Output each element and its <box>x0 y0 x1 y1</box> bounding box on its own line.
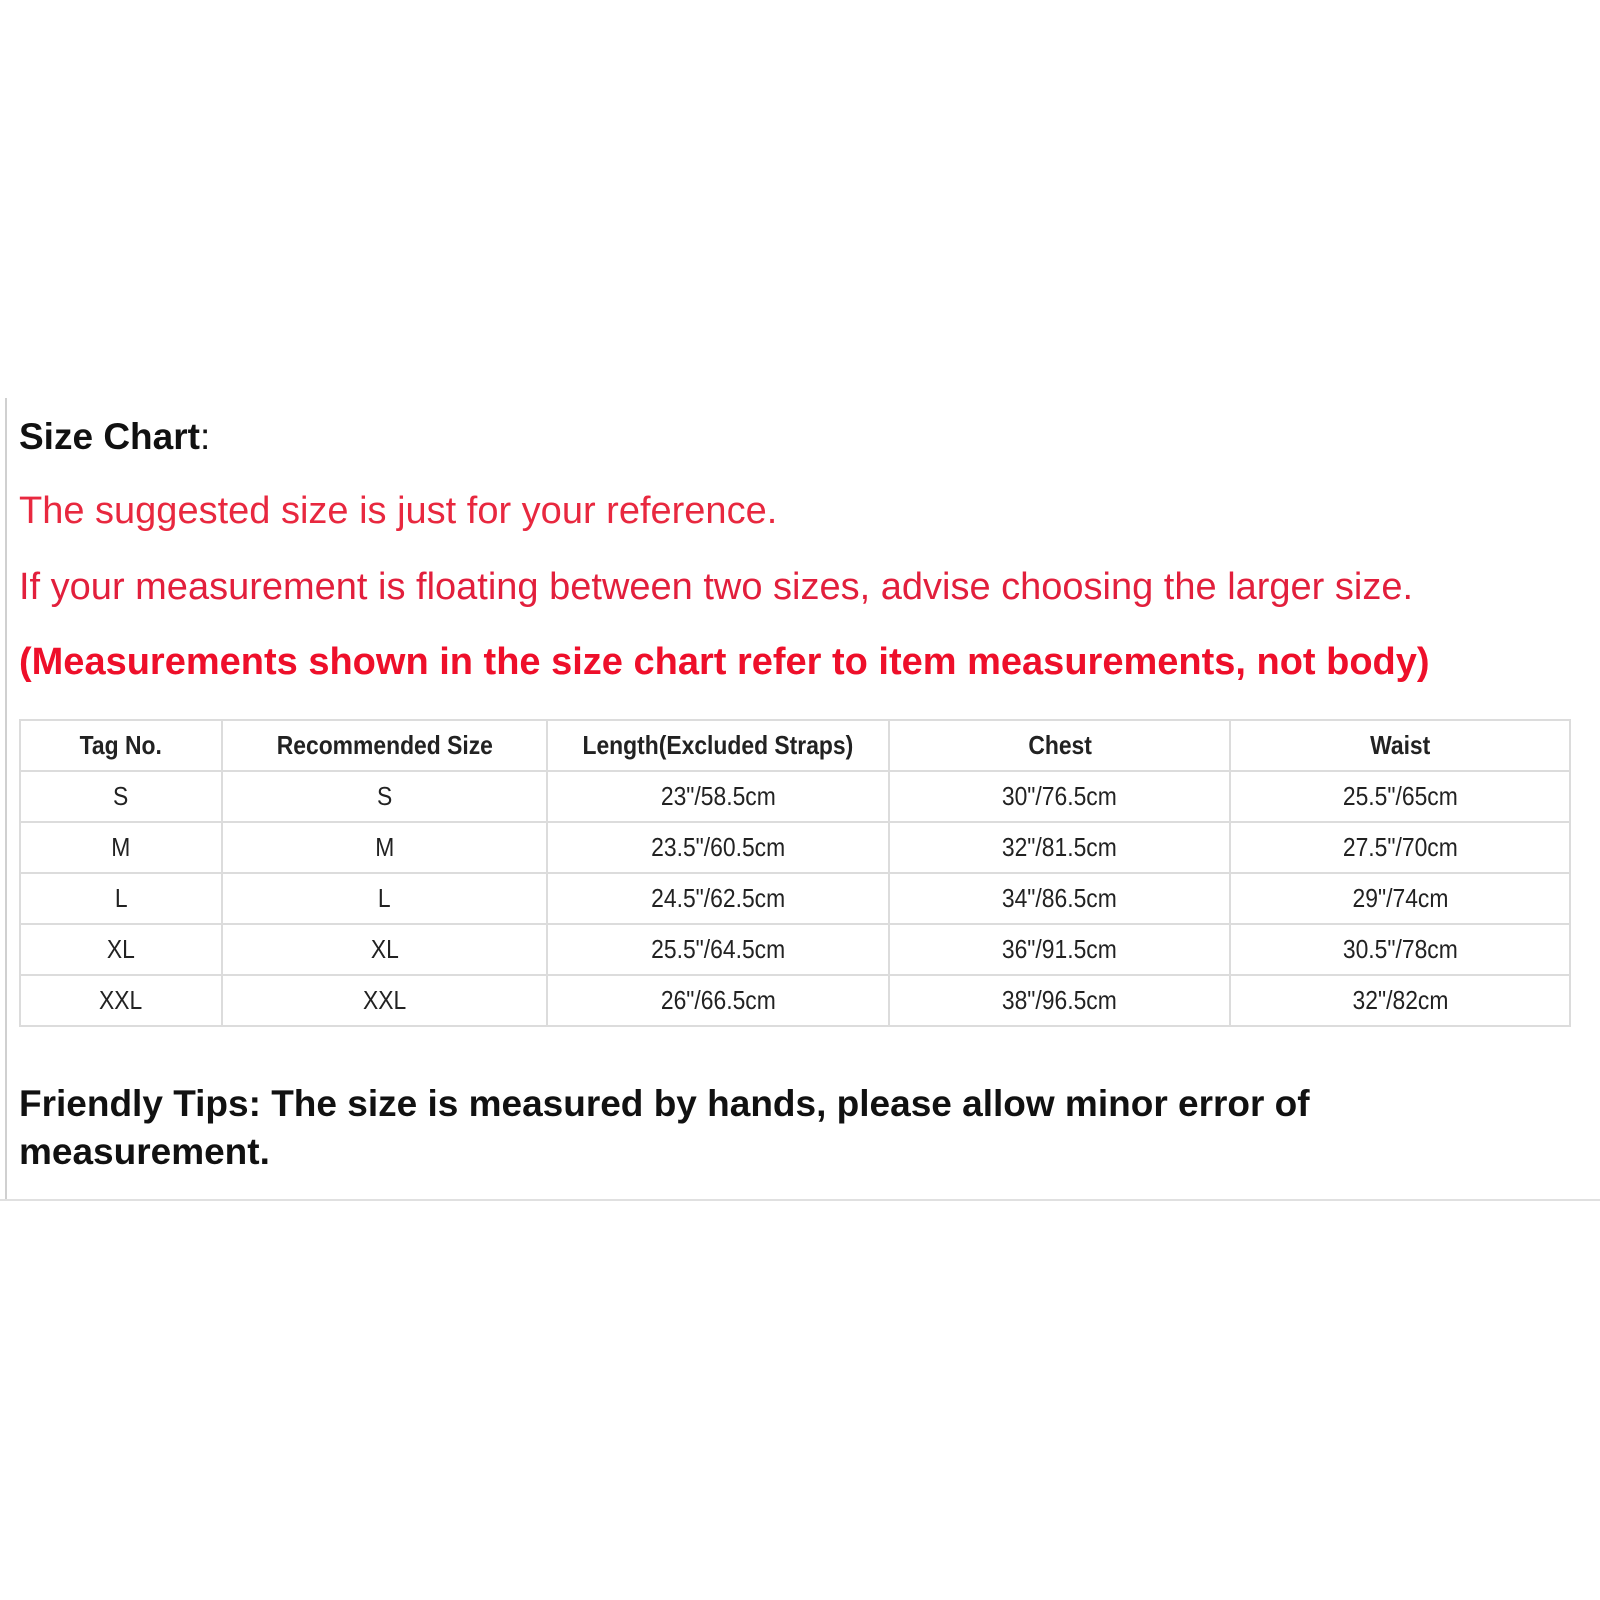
table-cell: 30.5"/78cm <box>1229 923 1571 976</box>
column-header-text: Length(Excluded Straps) <box>582 730 854 760</box>
table-cell: 25.5"/64.5cm <box>546 923 890 976</box>
note-item-measurements: (Measurements shown in the size chart re… <box>19 641 1430 683</box>
cell-text: S <box>376 781 393 811</box>
table-cell: XXL <box>19 974 223 1027</box>
table-cell: 24.5"/62.5cm <box>546 872 890 925</box>
table-row: M M 23.5"/60.5cm 32"/81.5cm 27.5"/70cm <box>19 821 1571 874</box>
cell-text: 38"/96.5cm <box>1002 985 1118 1015</box>
table-cell: 30"/76.5cm <box>887 770 1232 823</box>
table-cell: 29"/74cm <box>1229 872 1571 925</box>
cell-text: M <box>111 832 131 862</box>
cell-text: XXL <box>362 985 407 1015</box>
table-row: XL XL 25.5"/64.5cm 36"/91.5cm 30.5"/78cm <box>19 923 1571 976</box>
title-colon: : <box>199 416 211 457</box>
table-cell: M <box>19 821 223 874</box>
cell-text: L <box>114 883 128 913</box>
table-cell: 34"/86.5cm <box>887 872 1232 925</box>
column-header: Tag No. <box>19 719 223 772</box>
note-larger-size: If your measurement is floating between … <box>19 566 1414 608</box>
table-cell: 23"/58.5cm <box>546 770 890 823</box>
cell-text: M <box>374 832 394 862</box>
table-cell: L <box>19 872 223 925</box>
column-header: Length(Excluded Straps) <box>546 719 890 772</box>
size-table: Tag No. Recommended Size Length(Excluded S… <box>19 719 1571 1027</box>
cell-text: XL <box>106 934 135 964</box>
table-cell: XL <box>19 923 223 976</box>
cell-text: 23"/58.5cm <box>660 781 776 811</box>
cell-text: 32"/81.5cm <box>1002 832 1118 862</box>
table-cell: 23.5"/60.5cm <box>546 821 890 874</box>
cell-text: XL <box>370 934 399 964</box>
cell-text: 27.5"/70cm <box>1342 832 1458 862</box>
cell-text: 25.5"/64.5cm <box>651 934 786 964</box>
column-header: Waist <box>1229 719 1571 772</box>
table-cell: L <box>220 872 549 925</box>
table-cell: M <box>220 821 549 874</box>
cell-text: S <box>113 781 129 811</box>
table-cell: 36"/91.5cm <box>887 923 1232 976</box>
table-row: XXL XXL 26"/66.5cm 38"/96.5cm 32"/82cm <box>19 974 1571 1027</box>
column-header-text: Tag No. <box>79 730 162 760</box>
bottom-border <box>0 1199 1600 1201</box>
note-reference: The suggested size is just for your refe… <box>19 490 778 532</box>
cell-text: 26"/66.5cm <box>660 985 776 1015</box>
cell-text: 30.5"/78cm <box>1342 934 1458 964</box>
table-row: L L 24.5"/62.5cm 34"/86.5cm 29"/74cm <box>19 872 1571 925</box>
table-cell: 32"/82cm <box>1229 974 1571 1027</box>
left-border <box>5 398 7 1200</box>
cell-text: 23.5"/60.5cm <box>651 832 786 862</box>
cell-text: L <box>378 883 391 913</box>
column-header: Recommended Size <box>220 719 549 772</box>
column-header-text: Waist <box>1370 730 1431 760</box>
cell-text: 34"/86.5cm <box>1002 883 1118 913</box>
table-cell: 27.5"/70cm <box>1229 821 1571 874</box>
cell-text: 32"/82cm <box>1352 985 1449 1015</box>
column-header-text: Recommended Size <box>276 730 493 760</box>
table-cell: S <box>19 770 223 823</box>
column-header-text: Chest <box>1027 730 1092 760</box>
cell-text: 24.5"/62.5cm <box>651 883 786 913</box>
table-row: S S 23"/58.5cm 30"/76.5cm 25.5"/65cm <box>19 770 1571 823</box>
cell-text: XXL <box>99 985 143 1015</box>
cell-text: 36"/91.5cm <box>1002 934 1118 964</box>
column-header: Chest <box>887 719 1232 772</box>
table-cell: 32"/81.5cm <box>887 821 1232 874</box>
table-cell: 25.5"/65cm <box>1229 770 1571 823</box>
page-title: Size Chart: <box>19 416 210 458</box>
cell-text: 29"/74cm <box>1352 883 1449 913</box>
title-text: Size Chart <box>19 416 200 457</box>
cell-text: 30"/76.5cm <box>1002 781 1118 811</box>
friendly-tips: Friendly Tips: The size is measured by h… <box>19 1083 1310 1172</box>
table-cell: 26"/66.5cm <box>546 974 890 1027</box>
cell-text: 25.5"/65cm <box>1342 781 1458 811</box>
table-cell: XL <box>220 923 549 976</box>
table-cell: 38"/96.5cm <box>887 974 1232 1027</box>
table-cell: S <box>220 770 549 823</box>
table-cell: XXL <box>220 974 549 1027</box>
table-header-row: Tag No. Recommended Size Length(Excluded S… <box>19 719 1571 772</box>
